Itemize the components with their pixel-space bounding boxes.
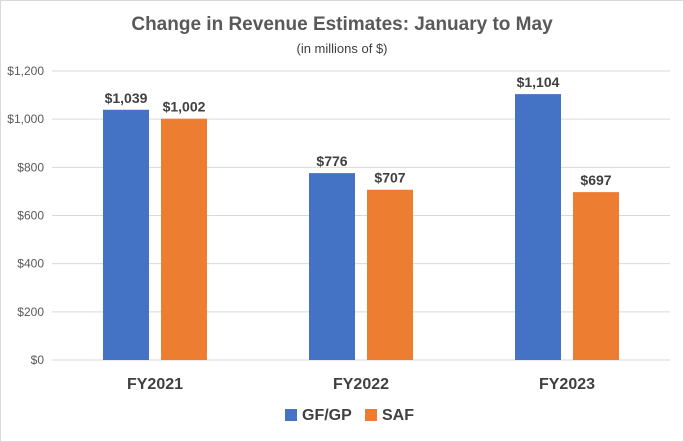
data-label: $776 xyxy=(316,153,347,169)
x-tick-label: FY2022 xyxy=(333,376,389,393)
data-label: $1,104 xyxy=(517,74,560,90)
data-label: $697 xyxy=(580,172,611,188)
y-tick-label: $1,200 xyxy=(7,64,44,78)
bar-gf-gp-fy2023 xyxy=(515,94,561,361)
x-tick-label: FY2021 xyxy=(127,376,183,393)
y-tick-label: $1,000 xyxy=(7,112,44,126)
data-labels: $1,039 $1,002 $776 $707 $1,104 $697 xyxy=(105,74,612,188)
bar-saf-fy2023 xyxy=(573,192,619,360)
bars xyxy=(103,94,619,361)
bar-saf-fy2021 xyxy=(161,118,207,360)
bar-gf-gp-fy2021 xyxy=(103,109,149,360)
bar-saf-fy2022 xyxy=(367,189,413,360)
legend-swatch xyxy=(365,409,377,421)
y-tick-label: $800 xyxy=(17,160,44,174)
legend-label: SAF xyxy=(382,407,414,424)
legend-label: GF/GP xyxy=(302,407,352,424)
y-tick-label: $0 xyxy=(31,353,45,367)
data-label: $1,002 xyxy=(163,99,206,115)
bar-gf-gp-fy2022 xyxy=(309,173,355,360)
y-tick-label: $400 xyxy=(17,257,44,271)
chart-title: Change in Revenue Estimates: January to … xyxy=(131,14,553,35)
data-label: $1,039 xyxy=(105,90,148,106)
x-tick-label: FY2023 xyxy=(539,376,595,393)
legend-swatch xyxy=(285,409,297,421)
gridlines xyxy=(52,70,670,361)
y-axis-ticks: $0 $200 $400 $600 $800 $1,000 $1,200 xyxy=(7,64,44,367)
y-tick-label: $600 xyxy=(17,209,44,223)
x-axis-ticks: FY2021 FY2022 FY2023 xyxy=(127,376,595,393)
data-label: $707 xyxy=(374,170,405,186)
chart-subtitle: (in millions of $) xyxy=(296,41,387,56)
legend: GF/GP SAF xyxy=(285,407,414,424)
y-tick-label: $200 xyxy=(17,305,44,319)
